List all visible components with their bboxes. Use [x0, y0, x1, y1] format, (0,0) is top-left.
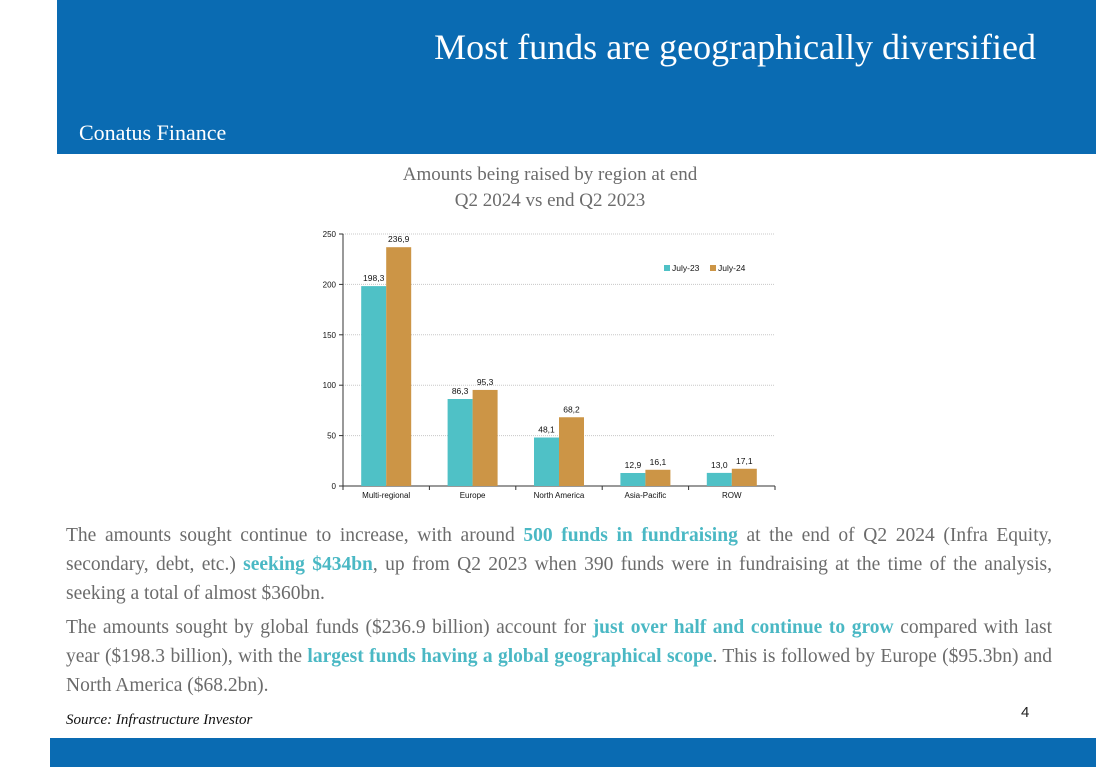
data-label: 198,3	[363, 273, 385, 283]
bar-july-23	[534, 437, 559, 486]
body-segment: , up from Q2 2023 when 390 funds were in…	[66, 554, 1053, 604]
y-tick-label: 100	[323, 381, 337, 390]
data-label: 68,2	[563, 404, 580, 414]
x-tick-label: North America	[534, 491, 585, 500]
body-text: The amounts sought continue to increase,…	[66, 521, 1052, 705]
bar-chart: 0 50 100 150 200 250 198,3 236,9 Multi-regional 8…	[323, 230, 776, 500]
paragraph-1: The amounts sought continue to increase,…	[66, 521, 1052, 608]
body-segment: . This is followed by Europe ($95.3bn) a…	[66, 646, 1053, 696]
body-segment: The amounts sought by global funds ($236…	[66, 617, 593, 638]
body-segment: compared with last year ($198.3 billion)…	[66, 617, 1053, 667]
body-segment: at the end of Q2 2024 (Infra Equity, sec…	[66, 525, 1052, 575]
x-tick-label: ROW	[722, 491, 742, 500]
legend-label: July-24	[718, 263, 746, 273]
bar-july-24	[645, 469, 671, 486]
y-tick-label: 0	[332, 482, 337, 491]
chart-title-line-1: Amounts being raised by region at end	[402, 164, 698, 185]
highlight-text: largest funds having a global geographic…	[307, 646, 713, 667]
highlight-text: 500 funds in fundraising	[523, 525, 738, 546]
legend-swatch	[710, 265, 716, 271]
bar-july-24	[472, 389, 498, 486]
data-label: 48,1	[538, 425, 555, 435]
bar-july-24	[731, 468, 757, 486]
bar-july-23	[361, 286, 387, 486]
bar-july-24	[559, 417, 584, 486]
x-tick-label: Europe	[460, 491, 486, 500]
legend-swatch	[664, 265, 670, 271]
highlight-text: seeking $434bn	[243, 554, 373, 575]
data-label: 12,9	[625, 460, 642, 470]
slide-title: Most funds are geographically diversifie…	[434, 27, 1036, 67]
highlight-text: just over half and continue to grow	[592, 617, 894, 638]
x-tick-label: Multi-regional	[362, 491, 410, 500]
bar-july-23	[447, 399, 473, 486]
data-label: 236,9	[388, 234, 410, 244]
chart-title-line-2: Q2 2024 vs end Q2 2023	[454, 190, 646, 211]
body-segment: The amounts sought continue to increase,…	[66, 525, 524, 546]
company-name: Conatus Finance	[79, 120, 227, 145]
data-label: 13,0	[711, 460, 728, 470]
footer-bar	[50, 738, 1096, 767]
source-note: Source: Infrastructure Investor	[66, 712, 253, 728]
y-tick-label: 200	[323, 280, 337, 289]
chart-title: Amounts being raised by region at end Q2…	[300, 162, 800, 214]
y-tick-label: 150	[323, 331, 337, 340]
bar-july-23	[620, 472, 646, 486]
data-label: 95,3	[477, 377, 494, 387]
data-label: 17,1	[736, 456, 753, 466]
bar-july-24	[386, 247, 412, 486]
header-banner: Most funds are geographically diversifie…	[57, 0, 1096, 154]
bar-july-23	[706, 472, 732, 486]
legend-label: July-23	[672, 263, 700, 273]
data-label: 16,1	[650, 457, 667, 467]
y-tick-label: 50	[327, 432, 336, 441]
x-tick-label: Asia-Pacific	[625, 491, 667, 500]
page-number: 4	[1021, 704, 1030, 721]
paragraph-2: The amounts sought by global funds ($236…	[66, 613, 1052, 700]
data-label: 86,3	[452, 386, 469, 396]
y-tick-label: 250	[323, 230, 337, 239]
